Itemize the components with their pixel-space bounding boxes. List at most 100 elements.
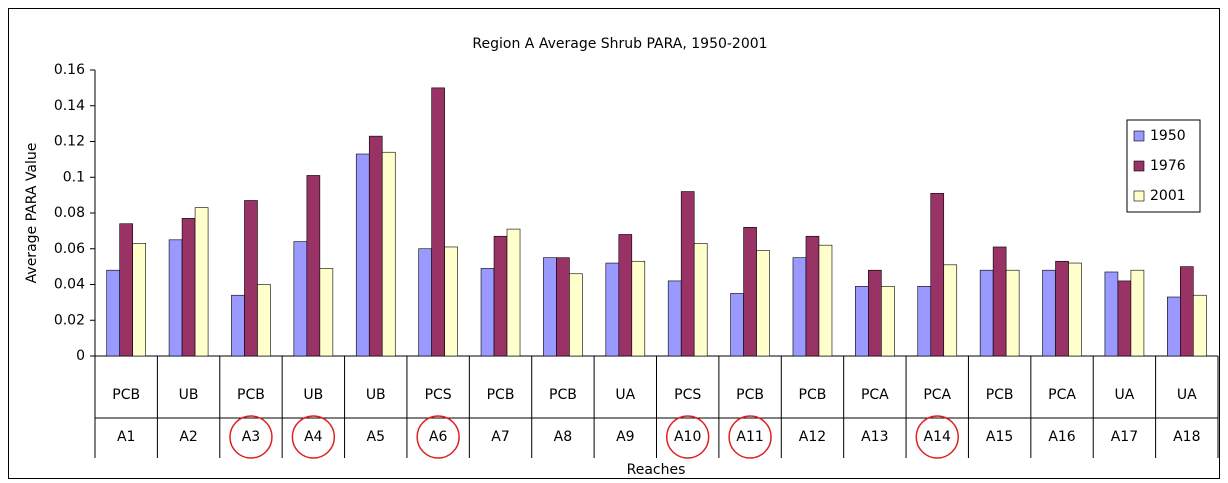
bar (667, 280, 682, 357)
bar (431, 87, 445, 357)
bar (569, 273, 583, 357)
x-tick-label: A16 (1048, 429, 1075, 445)
chart-title: Region A Average Shrub PARA, 1950-2001 (472, 36, 767, 52)
category-type-label: PCB (237, 387, 265, 403)
x-tick-label: A4 (304, 429, 323, 445)
category-type-label: UA (615, 387, 635, 403)
bar (168, 239, 183, 357)
legend-swatch (1133, 130, 1145, 142)
y-tick-label: 0.08 (54, 205, 85, 221)
category-type-label: PCB (986, 387, 1014, 403)
category-type-label: PCS (674, 387, 701, 403)
bar (992, 246, 1007, 357)
category-type-label: PCB (112, 387, 140, 403)
highlight-circle (291, 415, 336, 459)
y-tick-label: 0.02 (54, 312, 85, 328)
bar (693, 243, 708, 357)
y-tick-label: 0.06 (54, 241, 85, 257)
y-tick-label: 0 (76, 348, 85, 364)
highlight-circle (665, 415, 710, 459)
bar (1042, 269, 1056, 357)
bar (680, 191, 695, 357)
x-tick-label: A2 (179, 429, 197, 445)
highlight-circle (728, 415, 772, 459)
category-type-label: UB (179, 387, 199, 403)
category-type-label: PCB (487, 387, 515, 403)
legend-swatch (1133, 160, 1145, 172)
x-tick-label: A1 (117, 429, 135, 445)
bar (917, 285, 932, 357)
bar (257, 284, 271, 357)
bar (106, 269, 120, 357)
category-type-label: PCA (1048, 387, 1076, 403)
bar (881, 285, 895, 357)
bar (805, 235, 820, 357)
y-tick-label: 0.14 (54, 98, 85, 114)
legend-swatch (1133, 190, 1145, 202)
x-tick-label: A15 (986, 429, 1013, 445)
category-type-label: PCB (549, 387, 577, 403)
bar (119, 223, 133, 357)
bar (506, 228, 521, 357)
bar (756, 250, 770, 357)
bar (631, 260, 646, 357)
bar (181, 218, 196, 357)
bar (480, 268, 495, 357)
x-axis-label: Reaches (627, 462, 686, 478)
bar (1193, 294, 1207, 357)
bar (868, 269, 882, 357)
category-type-label: PCA (861, 387, 889, 403)
chart-border (8, 8, 1220, 479)
bar (381, 151, 396, 357)
x-tick-label: A11 (736, 429, 763, 445)
bar (444, 246, 458, 357)
x-tick-label: A10 (674, 429, 701, 445)
bar (368, 135, 383, 357)
legend-label: 1950 (1150, 128, 1186, 144)
highlight-circle (915, 415, 959, 459)
bar (855, 285, 869, 357)
bar (1005, 269, 1020, 357)
bar (1068, 262, 1082, 357)
bar (194, 207, 209, 357)
bar (979, 269, 994, 357)
bar (1104, 271, 1119, 357)
category-type-label: UA (1115, 387, 1135, 403)
x-tick-label: A14 (924, 429, 951, 445)
bar (1180, 266, 1194, 357)
bar (818, 244, 833, 357)
bar (743, 227, 757, 357)
category-type-label: UB (366, 387, 386, 403)
highlight-circle (229, 415, 273, 459)
x-tick-label: A7 (491, 429, 509, 445)
x-tick-label: A6 (429, 429, 448, 445)
bar (355, 153, 370, 357)
bar (618, 234, 633, 357)
x-tick-label: A3 (242, 429, 260, 445)
x-tick-label: A9 (616, 429, 634, 445)
bar (1117, 280, 1132, 357)
x-tick-label: A5 (367, 429, 385, 445)
bar (930, 193, 945, 357)
bar (1055, 260, 1069, 357)
bar (543, 257, 557, 357)
y-tick-label: 0.1 (63, 169, 85, 185)
bar (319, 268, 334, 357)
category-type-label: PCS (425, 387, 452, 403)
x-tick-label: A8 (554, 429, 572, 445)
bar (605, 262, 620, 357)
category-type-label: PCB (736, 387, 764, 403)
bar (556, 257, 570, 357)
x-tick-label: A17 (1111, 429, 1138, 445)
y-tick-label: 0.12 (54, 134, 85, 150)
y-tick-label: 0.04 (54, 277, 85, 293)
category-type-label: PCB (799, 387, 827, 403)
highlight-circle (416, 415, 460, 459)
y-axis-label: Average PARA Value (24, 143, 40, 284)
y-tick-label: 0.16 (54, 62, 85, 78)
x-tick-label: A12 (799, 429, 826, 445)
bar (132, 243, 146, 357)
category-type-label: PCA (923, 387, 951, 403)
bar (730, 293, 744, 357)
